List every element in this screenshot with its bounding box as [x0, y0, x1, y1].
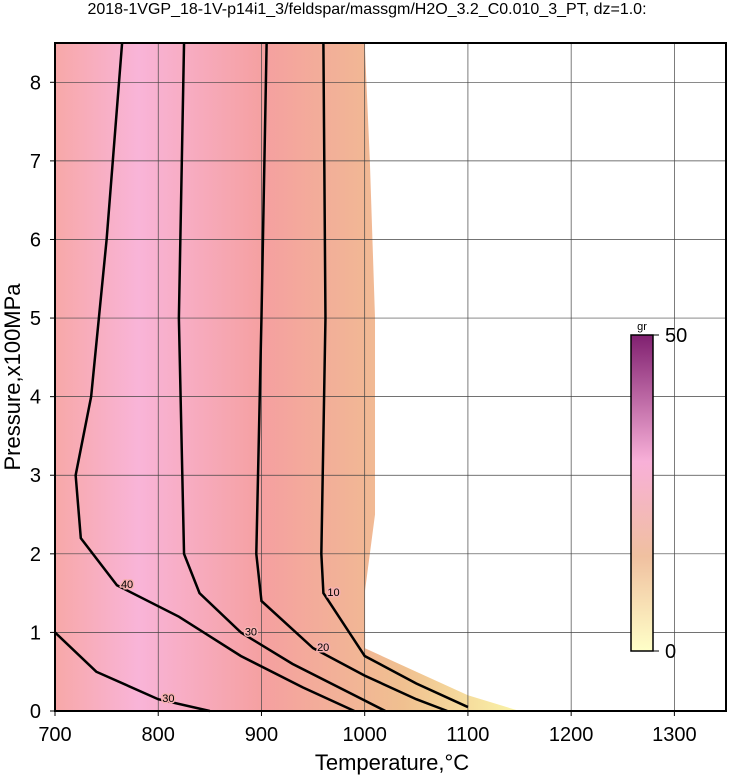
contour-line	[74, 42, 355, 713]
x-tick-label: 800	[142, 724, 175, 746]
contour-line	[320, 42, 469, 709]
x-tick-label: 1000	[342, 724, 387, 746]
y-tick-label: 3	[30, 465, 41, 487]
x-tick-label: 1200	[549, 724, 594, 746]
colorbar-tick-label: 50	[665, 325, 687, 347]
y-tick-label: 1	[30, 622, 41, 644]
colorbar-label: gr	[637, 321, 647, 333]
y-tick-label: 6	[30, 229, 41, 251]
y-tick-label: 2	[30, 544, 41, 566]
y-tick-label: 4	[30, 387, 41, 409]
contour-label: 30	[245, 626, 257, 638]
contour-line	[255, 42, 448, 713]
contour-line	[177, 42, 386, 713]
colorbar-tick-label: 0	[665, 641, 676, 663]
y-tick-label: 0	[30, 701, 41, 723]
x-tick-label: 700	[38, 724, 71, 746]
y-tick-label: 5	[30, 308, 41, 330]
plot-frame	[54, 42, 727, 712]
contour-label: 20	[317, 642, 329, 654]
y-tick-label: 7	[30, 151, 41, 173]
colorbar	[630, 334, 654, 652]
x-axis-label: Temperature,°C	[315, 750, 469, 775]
contour-label: 10	[327, 587, 339, 599]
contour-line	[54, 631, 211, 713]
x-tick-label: 1100	[446, 724, 489, 746]
contour-label: 40	[121, 579, 133, 591]
plot-area: 10 20 30 40 30	[54, 42, 726, 713]
data-field	[55, 43, 520, 711]
chart-title: 2018-1VGP_18-1V-p14i1_3/feldspar/massgm/…	[87, 1, 646, 18]
y-axis-label: Pressure,x100MPa	[0, 283, 25, 471]
x-tick-label: 900	[245, 724, 278, 746]
y-tick-label: 8	[30, 72, 41, 94]
x-tick-label: 1300	[652, 724, 697, 746]
contour-label: 30	[162, 693, 174, 705]
